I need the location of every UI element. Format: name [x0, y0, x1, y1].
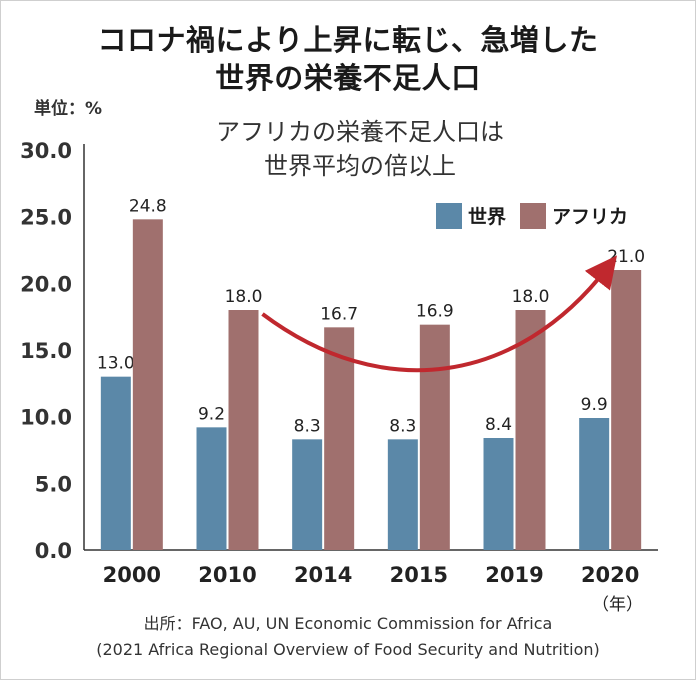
data-label-world-2020: 9.9 — [581, 395, 608, 415]
data-label-africa-2000: 24.8 — [129, 196, 167, 216]
bar-africa-2020 — [611, 270, 642, 550]
bar-africa-2010 — [228, 310, 259, 550]
x-tick-label-2020: 2020 — [581, 563, 639, 587]
y-tick-label: 20.0 — [20, 272, 72, 296]
data-label-world-2014: 8.3 — [294, 416, 321, 436]
data-label-africa-2010: 18.0 — [225, 287, 263, 307]
y-tick-label: 5.0 — [35, 472, 72, 496]
bar-world-2019 — [483, 438, 514, 550]
bar-world-2015 — [387, 439, 418, 550]
data-label-world-2010: 9.2 — [198, 404, 225, 424]
legend-label-world: 世界 — [468, 206, 507, 228]
y-tick-label: 10.0 — [20, 406, 72, 430]
x-tick-label-2000: 2000 — [103, 563, 161, 587]
source-line1: 出所：FAO, AU, UN Economic Commission for A… — [143, 614, 553, 633]
x-tick-label-2010: 2010 — [198, 563, 256, 587]
legend-swatch-africa — [520, 202, 547, 229]
annotation-line1: アフリカの栄養不足人口は — [216, 118, 504, 146]
trend-arrow — [261, 255, 617, 373]
legend-item-africa: アフリカ — [520, 202, 628, 229]
bar-world-2020 — [579, 418, 610, 550]
y-tick-label: 25.0 — [20, 206, 72, 230]
x-tick-label-2014: 2014 — [294, 563, 352, 587]
chart-title-line2: 世界の栄養不足人口 — [215, 61, 481, 95]
y-tick-label: 15.0 — [20, 339, 72, 363]
chart-legend: 世界 アフリカ — [436, 202, 642, 229]
y-axis-unit-label: 単位：% — [34, 99, 103, 119]
data-label-africa-2014: 16.7 — [320, 304, 358, 324]
chart-title-line1: コロナ禍により上昇に転じ、急増した — [97, 23, 599, 57]
data-label-world-2019: 8.4 — [485, 415, 512, 435]
x-axis-unit-label: （年） — [592, 595, 643, 615]
data-label-africa-2015: 16.9 — [416, 302, 454, 322]
data-label-africa-2020: 21.0 — [607, 247, 645, 267]
bar-africa-2000 — [132, 219, 163, 551]
bar-africa-2015 — [419, 324, 450, 550]
source-line2: (2021 Africa Regional Overview of Food S… — [96, 640, 600, 659]
x-tick-label-2019: 2019 — [485, 563, 543, 587]
bar-world-2014 — [292, 439, 323, 550]
bar-world-2010 — [196, 427, 227, 550]
data-label-africa-2019: 18.0 — [512, 287, 550, 307]
bar-africa-2014 — [324, 327, 355, 550]
legend-label-africa: アフリカ — [552, 206, 629, 228]
bar-africa-2019 — [515, 310, 546, 550]
x-tick-label-2015: 2015 — [390, 563, 448, 587]
data-label-world-2000: 13.0 — [97, 354, 135, 374]
y-tick-label: 0.0 — [35, 539, 72, 563]
annotation-line2: 世界平均の倍以上 — [264, 152, 456, 180]
bar-world-2000 — [100, 376, 131, 550]
data-label-world-2015: 8.3 — [389, 416, 416, 436]
legend-swatch-world — [436, 202, 462, 229]
legend-item-world: 世界 — [436, 202, 506, 229]
y-tick-label: 30.0 — [20, 139, 72, 163]
